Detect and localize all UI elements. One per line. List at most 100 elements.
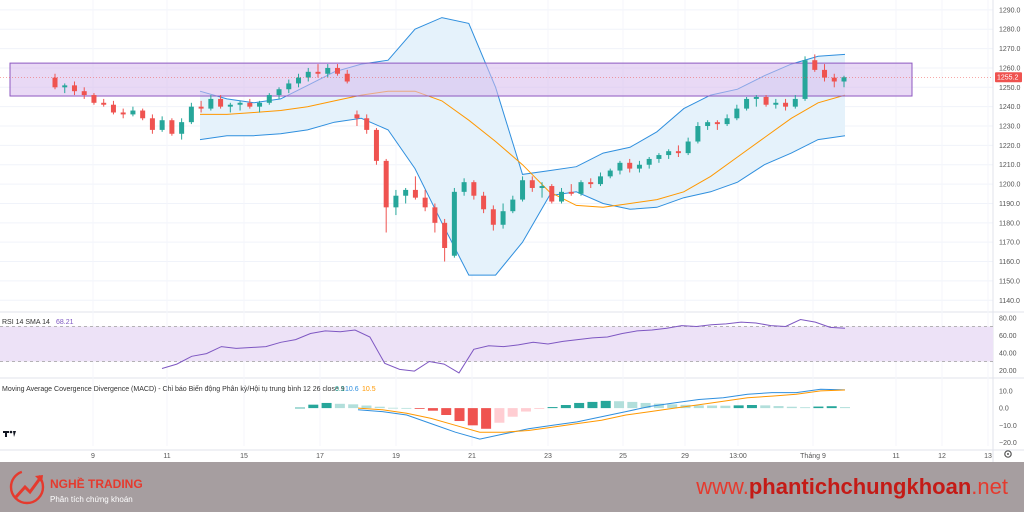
price-tick-label: 1210.0 (999, 162, 1021, 169)
macd-histogram-bar (507, 408, 518, 417)
time-tick-label: 15 (240, 453, 248, 460)
footer-banner: NGHỀ TRADING Phân tích chứng khoán www.p… (0, 462, 1024, 512)
macd-histogram-bar (786, 406, 797, 409)
candle-body (383, 160, 389, 208)
candle-body (783, 102, 789, 107)
price-tick-label: 1270.0 (999, 46, 1021, 53)
candle-body (510, 199, 516, 212)
time-tick-label: 11 (892, 453, 899, 460)
candle-body (461, 182, 467, 192)
macd-histogram-bar (800, 407, 811, 409)
macd-histogram-bar (653, 403, 664, 409)
price-tick-label: 1260.0 (999, 65, 1021, 72)
website-domain: phantichchungkhoan (748, 474, 972, 499)
candle-body (412, 189, 418, 198)
time-tick-label: 13:00 (729, 453, 747, 460)
macd-tick-label: 10.0 (999, 388, 1013, 395)
website-tld: .net (971, 474, 1008, 499)
time-tick-label: 12 (938, 453, 946, 460)
candle-body (218, 98, 224, 107)
candle-body (188, 106, 194, 123)
price-axis[interactable]: 1290.0 1280.0 1270.0 1260.0 1250.0 1240.0 1230… (999, 7, 1021, 447)
macd-histogram-bar (667, 404, 678, 409)
candle-body (140, 110, 146, 119)
rsi-tick-label: 20.00 (999, 368, 1017, 375)
candle-body (841, 77, 847, 82)
last-price-tag: 1255.2 (995, 72, 1022, 83)
macd-histogram-bar (348, 404, 359, 409)
candle-body (305, 71, 311, 78)
time-tick-label: 25 (619, 453, 627, 460)
candle-body (646, 158, 652, 165)
candle-body (276, 89, 282, 96)
price-tick-label: 1160.0 (999, 259, 1020, 266)
candle-body (490, 209, 496, 225)
candle-body (110, 104, 116, 113)
candle-body (734, 108, 740, 119)
candle-body (578, 182, 584, 194)
last-price-tag-bg (995, 72, 1022, 83)
price-tick-label: 1200.0 (999, 182, 1021, 189)
candle-body (149, 118, 155, 130)
candle-body (568, 191, 574, 194)
candle-body (354, 114, 360, 119)
tv-logo-stem (5, 431, 7, 437)
time-axis[interactable]: 9 11 15 17 19 21 23 25 29 13:00 Tháng 9 11 12 13 (91, 453, 992, 460)
price-chart[interactable]: RSI 14 SMA 14 68.21 Moving Average Cover… (0, 0, 1024, 462)
candle-body (831, 77, 837, 82)
candle-body (812, 60, 818, 70)
macd-histogram-bar (308, 404, 319, 409)
price-tick-label: 1220.0 (999, 143, 1021, 150)
candle-body (393, 195, 399, 208)
signal-line (357, 389, 846, 433)
last-price-value: 1255.2 (997, 75, 1019, 82)
candle-body (91, 95, 97, 103)
candle-body (617, 162, 623, 171)
candle-body (802, 60, 808, 99)
logo-ring (9, 469, 45, 505)
rsi-line (161, 318, 846, 374)
macd-hist-value: 0.1 (335, 386, 345, 393)
candle-body (403, 189, 409, 196)
candle-body (208, 98, 214, 109)
macd-tick-label: 0.0 (999, 406, 1009, 413)
tradingview-logo[interactable] (3, 430, 16, 437)
candle-body (627, 162, 633, 169)
candle-body (442, 222, 448, 248)
macd-label: Moving Average Covergence Divergence (MA… (2, 384, 345, 393)
brand-name: NGHỀ TRADING (50, 477, 143, 491)
candle-body (296, 77, 302, 84)
macd-pane[interactable]: Moving Average Covergence Divergence (MA… (2, 384, 850, 440)
candle-body (773, 102, 779, 105)
price-tick-label: 1180.0 (999, 220, 1020, 227)
candle-body (422, 197, 428, 208)
settings-gear-icon[interactable] (1004, 450, 1012, 458)
macd-value: 10.6 (345, 386, 359, 393)
tv-logo-wedge (13, 431, 16, 437)
price-tick-label: 1240.0 (999, 104, 1021, 111)
rsi-tick-label: 80.00 (999, 315, 1017, 322)
macd-histogram-bar (481, 408, 492, 429)
tv-logo-dot (9, 430, 13, 434)
price-pane[interactable] (0, 17, 993, 276)
candle-body (500, 211, 506, 225)
candle-body (724, 118, 730, 125)
macd-histogram-bar (840, 407, 850, 409)
time-tick-label: Tháng 9 (800, 453, 826, 460)
macd-histogram-bar (773, 406, 784, 409)
rsi-label: RSI 14 SMA 14 (2, 319, 50, 326)
candle-body (588, 182, 594, 185)
candle-body (549, 186, 555, 202)
candle-body (763, 96, 769, 105)
candle-body (315, 71, 321, 74)
macd-histogram-bar (574, 402, 585, 409)
candle-body (481, 195, 487, 210)
candle-body (451, 191, 457, 256)
time-tick-label: 29 (681, 453, 689, 460)
rsi-tick-label: 40.00 (999, 350, 1017, 357)
macd-histogram-bar (614, 401, 625, 409)
website-prefix: www. (696, 474, 749, 499)
macd-histogram-bar (494, 408, 505, 423)
rsi-pane[interactable]: RSI 14 SMA 14 68.21 (0, 318, 993, 374)
website-link[interactable]: www.phantichchungkhoan.net (696, 474, 1008, 500)
